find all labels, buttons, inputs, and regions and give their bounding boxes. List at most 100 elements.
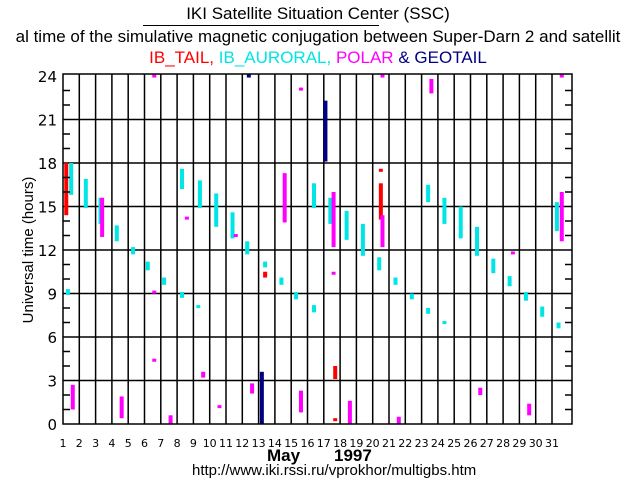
interval-ib-auroral: [162, 277, 167, 285]
interval-polar: [152, 358, 157, 362]
x-tick-label: 23: [415, 437, 429, 450]
interval-ib-auroral: [312, 305, 317, 313]
y-tick-label: 18: [38, 155, 57, 173]
interval-polar: [527, 403, 532, 416]
interval-ib-auroral: [114, 225, 119, 242]
interval-ib-auroral: [556, 322, 561, 329]
x-tick-label: 31: [545, 437, 559, 450]
interval-ib-auroral: [230, 212, 235, 239]
legend-polar: POLAR: [335, 48, 394, 67]
interval-ib-auroral: [377, 257, 382, 271]
interval-ib-auroral: [491, 258, 496, 274]
interval-ib-auroral: [179, 292, 184, 298]
axis-labels: 1 2 3 4 5 6 7 8 9 10 11 12 13 14 15 16 17 18 19 20 21 22 23 24 2…: [38, 68, 559, 450]
x-tick-label: 21: [382, 437, 396, 450]
interval-polar: [217, 405, 222, 409]
interval-ib-auroral: [507, 276, 512, 287]
interval-ib-tail: [378, 168, 383, 172]
x-tick-label: 5: [125, 437, 132, 450]
x-tick-label: 16: [301, 437, 315, 450]
interval-ib-tail: [64, 163, 69, 216]
interval-polar: [347, 400, 352, 424]
interval-polar: [559, 192, 564, 242]
x-tick-label: 8: [174, 437, 181, 450]
interval-polar: [152, 290, 157, 294]
interval-polar: [331, 271, 336, 275]
y-tick-label: 0: [47, 416, 57, 434]
interval-polar: [70, 384, 75, 410]
y-axis-label: Universal time (hours): [20, 177, 37, 324]
interval-ib-auroral: [554, 202, 559, 232]
interval-polar: [282, 173, 287, 223]
y-tick-label: 3: [47, 373, 57, 391]
interval-ib-tail: [333, 418, 338, 422]
interval-polar: [510, 251, 515, 255]
x-tick-label: 19: [349, 437, 363, 450]
x-tick-label: 3: [92, 437, 99, 450]
interval-polar: [152, 74, 157, 78]
legend-geotail: GEOTAIL: [414, 48, 487, 67]
legend-ampersand: &: [398, 48, 410, 67]
x-axis-year: 1997: [334, 446, 372, 465]
x-tick-label: 30: [529, 437, 543, 450]
x-tick-label: 17: [317, 437, 331, 450]
x-axis-month: May: [267, 446, 301, 465]
interval-polar: [119, 396, 124, 419]
x-tick-label: 1: [60, 437, 67, 450]
x-tick-label: 20: [366, 437, 380, 450]
interval-polar: [298, 390, 303, 413]
x-tick-label: 6: [141, 437, 148, 450]
interval-polar: [100, 197, 105, 237]
interval-ib-auroral: [426, 308, 431, 314]
interval-ib-auroral: [294, 292, 299, 300]
interval-polar: [429, 78, 434, 94]
y-tick-label: 6: [47, 329, 57, 347]
interval-ib-auroral: [409, 293, 414, 300]
interval-polar: [201, 371, 206, 378]
y-tick-label: 9: [47, 286, 57, 304]
chart-title: IKI Satellite Situation Center (SSC): [186, 4, 450, 23]
interval-ib-auroral: [442, 197, 447, 224]
interval-ib-auroral: [83, 178, 88, 208]
x-tick-label: 29: [512, 437, 526, 450]
interval-ib-auroral: [65, 289, 70, 295]
y-tick-label: 24: [38, 68, 57, 86]
interval-geotail: [246, 74, 251, 78]
interval-geotail: [323, 100, 328, 162]
x-tick-label: 2: [76, 437, 83, 450]
legend-ib-tail: IB_TAIL,: [149, 48, 215, 67]
interval-ib-auroral: [196, 305, 201, 309]
interval-ib-auroral: [426, 184, 431, 203]
source-url: http://www.iki.rssi.ru/vprokhor/multigbs…: [192, 462, 477, 479]
x-tick-label: 18: [333, 437, 347, 450]
x-tick-label: 12: [235, 437, 249, 450]
x-tick-label: 24: [431, 437, 445, 450]
interval-geotail: [259, 371, 264, 424]
x-tick-label: 28: [496, 437, 510, 450]
interval-polar: [233, 234, 238, 238]
x-tick-label: 10: [203, 437, 217, 450]
chart-subtitle: al time of the simulative magnetic conju…: [15, 27, 621, 46]
x-tick-label: 11: [219, 437, 233, 450]
x-tick-label: 13: [252, 437, 266, 450]
x-tick-label: 22: [398, 437, 412, 450]
x-tick-label: 25: [447, 437, 461, 450]
interval-ib-auroral: [131, 247, 136, 255]
interval-ib-tail: [263, 271, 268, 278]
interval-ib-auroral: [540, 306, 545, 317]
interval-ib-auroral: [344, 210, 349, 240]
interval-ib-auroral: [245, 241, 250, 255]
interval-ib-auroral: [197, 180, 202, 208]
interval-ib-auroral: [442, 321, 447, 325]
x-tick-label: 14: [268, 437, 282, 450]
title-underline: [143, 25, 379, 26]
interval-ib-tail: [333, 366, 338, 380]
interval-polar: [380, 215, 385, 248]
interval-ib-auroral: [279, 277, 284, 285]
legend: IB_TAIL, IB_AURORAL, POLAR & GEOTAIL: [0, 48, 636, 68]
interval-polar: [250, 383, 255, 394]
interval-ib-auroral: [312, 183, 317, 208]
interval-polar: [396, 416, 401, 424]
plot-border: [62, 73, 573, 425]
